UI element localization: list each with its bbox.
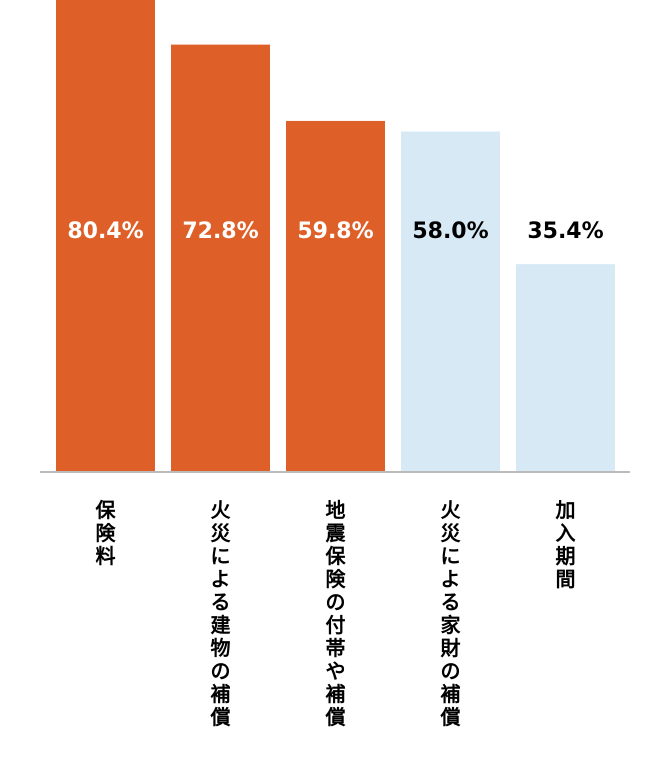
category-label-5: 加入期間	[555, 498, 576, 591]
value-label-4: 58.0%	[412, 219, 488, 244]
value-label-3: 59.8%	[297, 219, 373, 244]
value-label-5: 35.4%	[527, 219, 603, 244]
value-label-2: 72.8%	[182, 219, 258, 244]
bar-3	[286, 120, 385, 472]
category-label-4: 火災による家財の補償	[440, 498, 462, 729]
bar-1	[56, 0, 155, 472]
bar-2	[171, 44, 270, 473]
value-label-1: 80.4%	[67, 219, 143, 244]
bars-layer	[56, 0, 615, 473]
bar-4	[401, 131, 500, 472]
category-label-2: 火災による建物の補償	[210, 498, 232, 729]
category-labels-layer: 保険料 火災による建物の補償 地震保険の付帯や補償 火災による家財の補償 加入期間	[95, 498, 576, 729]
category-label-3: 地震保険の付帯や補償	[325, 498, 347, 729]
bar-5	[516, 264, 615, 472]
value-labels-layer: 80.4% 72.8% 59.8% 58.0% 35.4%	[67, 219, 603, 244]
category-label-1: 保険料	[95, 498, 117, 568]
